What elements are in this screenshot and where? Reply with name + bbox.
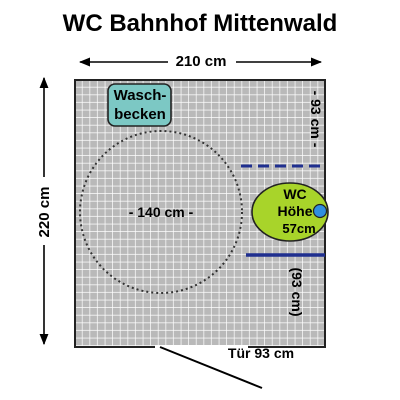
height-label: 220 cm [36, 187, 53, 238]
door-leaf [159, 346, 263, 389]
toilet-label-line3: 57cm [282, 221, 315, 236]
sink-label-line2: becken [114, 106, 166, 123]
width-label: 210 cm [176, 53, 227, 70]
sink [107, 83, 172, 127]
width-label-bg [168, 50, 236, 70]
door-label: Tür 93 cm [228, 345, 294, 361]
height-label-bg [34, 177, 54, 245]
toilet-seat-icon [312, 203, 328, 219]
toilet-label-line2: Höhe [278, 203, 313, 219]
distance-bottom-label: (93 cm) [289, 267, 305, 316]
toilet [251, 182, 329, 242]
toilet-label-line1: WC [283, 186, 306, 202]
distance-top-label: - 93 cm - [308, 91, 324, 148]
page-title: WC Bahnhof Mittenwald [63, 10, 338, 37]
sink-label-line1: Wasch- [114, 87, 167, 104]
turning-circle-label: - 140 cm - [129, 204, 194, 220]
turning-circle [79, 130, 243, 294]
